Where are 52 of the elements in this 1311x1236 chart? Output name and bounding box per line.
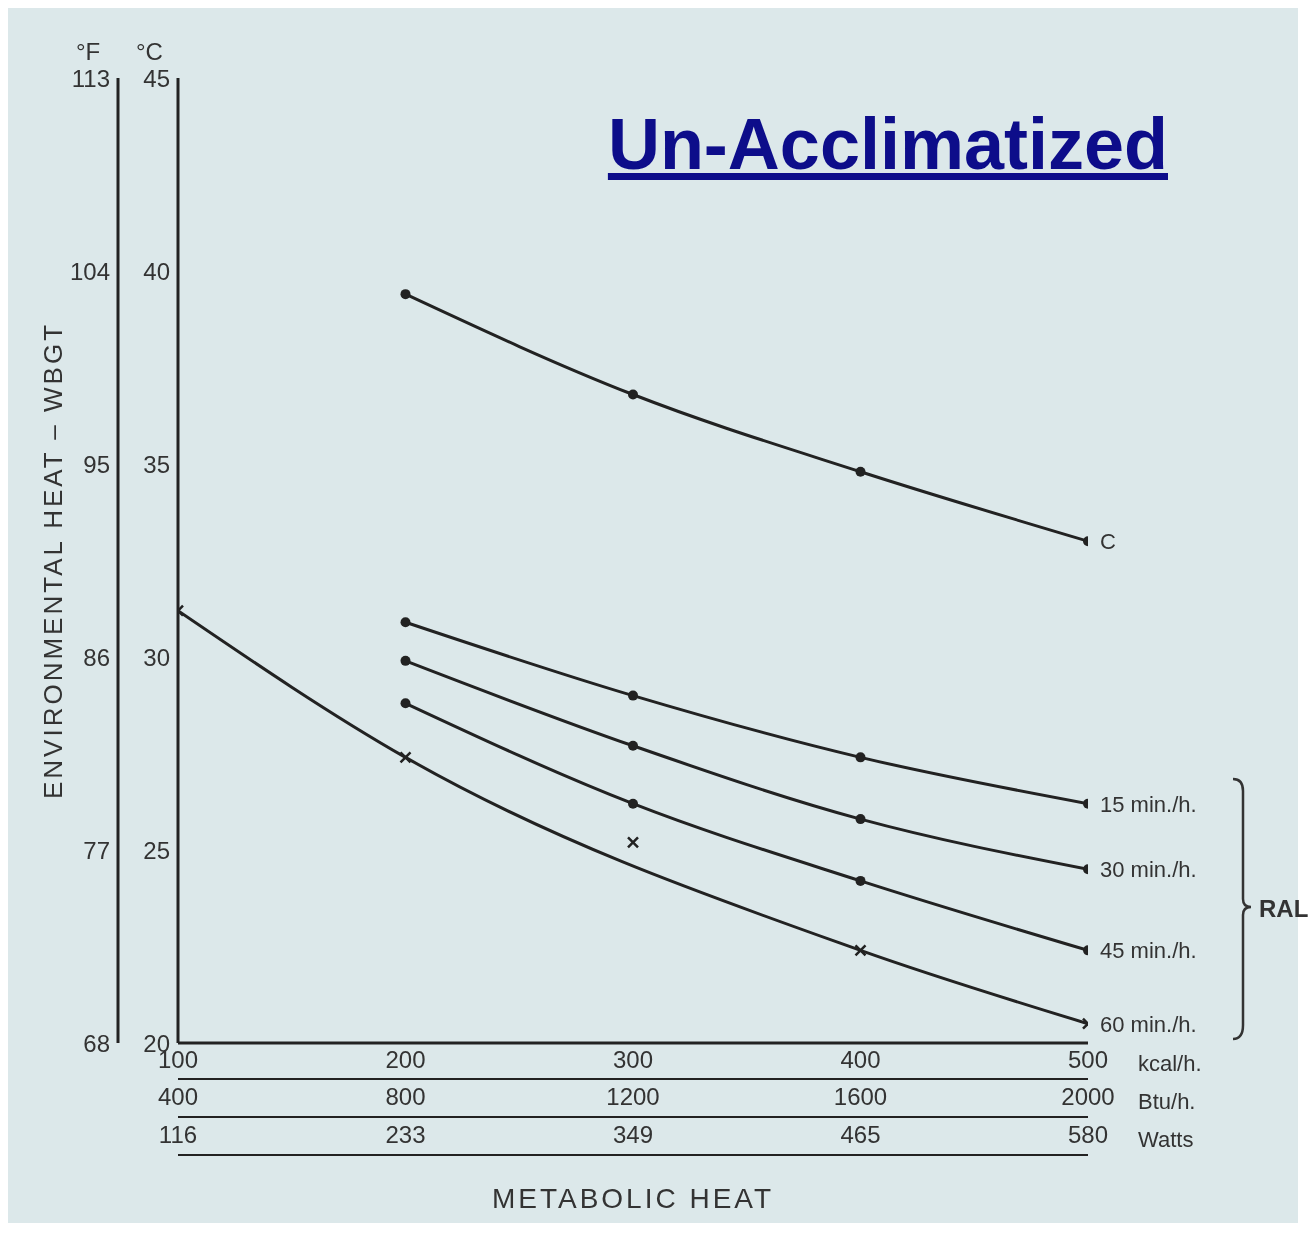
x2-tick-label: 800 xyxy=(385,1083,426,1110)
point xyxy=(400,698,411,709)
point xyxy=(400,617,411,628)
x-tick-label: 400 xyxy=(840,1046,881,1074)
x2-tick-label: 400 xyxy=(157,1083,199,1110)
y2-tick-label: 95 xyxy=(83,450,110,478)
x2-tick-label: 1200 xyxy=(606,1083,660,1110)
point xyxy=(855,814,866,825)
point xyxy=(855,466,866,477)
text: 233 xyxy=(385,1121,426,1148)
point xyxy=(400,655,411,666)
y2-axis-title: ENVIRONMENTAL HEAT – WBGT xyxy=(38,321,69,800)
series-label: 30 min./h. xyxy=(1100,857,1197,883)
y2-tick-label: 86 xyxy=(83,643,110,671)
y-tick-label: 35 xyxy=(143,450,170,478)
text: °C xyxy=(136,38,163,66)
series-label: 60 min./h. xyxy=(1100,1011,1197,1037)
text: Btu/h. xyxy=(1138,1089,1196,1115)
y2-tick-label: 68 xyxy=(83,1029,110,1057)
x2-tick-label: 2000 xyxy=(1061,1083,1115,1110)
y2-tick-label: 77 xyxy=(83,836,110,864)
text: 116 xyxy=(158,1121,198,1148)
point xyxy=(628,690,638,701)
x-axis-title: METABOLIC HEAT xyxy=(491,1183,775,1214)
text: °F xyxy=(76,38,101,66)
y-tick-label: 40 xyxy=(143,257,170,285)
y-tick-label: 45 xyxy=(143,64,170,92)
text: 349 xyxy=(612,1121,654,1148)
point xyxy=(628,389,638,400)
y-tick-label: 25 xyxy=(143,836,170,864)
text: RAL xyxy=(1259,894,1309,923)
chart-title: Un-Acclimatized xyxy=(607,103,1168,185)
x2-tick-label: 1600 xyxy=(833,1083,888,1110)
text: kcal/h. xyxy=(1138,1051,1202,1077)
text: 580 xyxy=(1067,1121,1109,1148)
point xyxy=(855,875,866,886)
x-tick-label: 300 xyxy=(612,1046,654,1074)
series-label: C xyxy=(1100,529,1116,555)
y2-tick-label: 104 xyxy=(69,257,110,285)
text: 465 xyxy=(840,1121,881,1148)
y2-tick-label: 113 xyxy=(71,64,110,92)
point xyxy=(628,740,638,751)
series-label: 45 min./h. xyxy=(1100,938,1197,964)
x-tick-label: 500 xyxy=(1067,1046,1109,1074)
point xyxy=(628,798,638,809)
x-tick-label: 200 xyxy=(385,1046,426,1074)
point xyxy=(626,836,640,849)
point xyxy=(855,752,866,763)
series-label: 15 min./h. xyxy=(1100,791,1197,817)
y-tick-label: 30 xyxy=(143,643,170,671)
text: Watts xyxy=(1138,1127,1194,1153)
point xyxy=(400,289,411,300)
